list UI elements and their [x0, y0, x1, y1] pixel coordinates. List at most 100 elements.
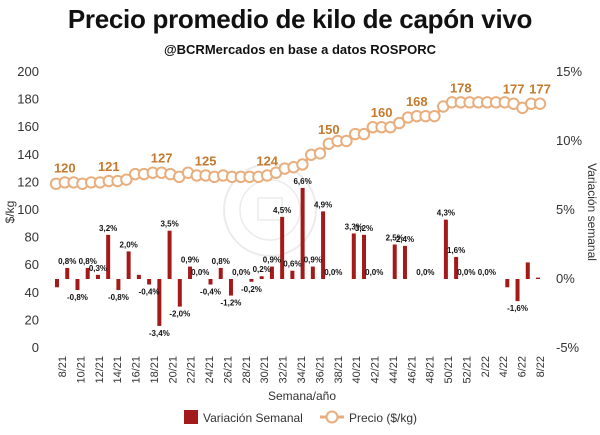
y-axis-left-label: $/kg: [3, 201, 17, 224]
x-tick-label: 4/22: [498, 356, 510, 377]
x-tick-label: 34/21: [296, 356, 308, 384]
chart-title: Precio promedio de kilo de capón vivo: [67, 4, 533, 34]
bar-variacion: [218, 267, 223, 279]
bar-variacion: [536, 277, 540, 279]
y-left-tick-label: 60: [25, 257, 39, 272]
x-axis-label: Semana/año: [268, 389, 336, 403]
bar-variacion: [167, 230, 172, 279]
x-tick-label: 36/21: [314, 356, 326, 384]
bar-data-label: 0,2%: [253, 265, 271, 274]
bar-data-label: 0,0%: [457, 268, 475, 277]
bar-variacion: [177, 279, 182, 307]
bar-data-label: 4,5%: [273, 206, 291, 215]
bar-variacion: [290, 270, 295, 279]
legend-label-precio: Precio ($/kg): [349, 411, 417, 425]
bar-variacion: [147, 279, 152, 285]
y-left-tick-label: 120: [17, 174, 39, 189]
y-right-tick-label: 10%: [556, 133, 582, 148]
price-point: [313, 147, 327, 160]
x-tick-label: 32/21: [278, 356, 290, 384]
bar-data-label: 0,0%: [324, 268, 342, 277]
x-tick-label: 16/21: [131, 356, 143, 384]
price-data-label: 127: [151, 151, 173, 166]
price-point: [393, 116, 406, 130]
bar-data-label: 0,0%: [478, 268, 496, 277]
bar-variacion: [443, 219, 448, 279]
price-point: [340, 134, 353, 148]
price-data-label: 177: [529, 82, 551, 97]
price-point: [533, 97, 547, 110]
bar-data-label: -2,0%: [169, 310, 190, 319]
bar-data-label: 3,5%: [160, 220, 178, 229]
x-tick-label: 40/21: [351, 356, 363, 384]
bar-data-label: 3,2%: [99, 224, 117, 233]
bar-data-label: 0,8%: [58, 257, 76, 266]
bar-variacion: [136, 274, 141, 279]
bar-data-label: -0,4%: [139, 288, 160, 297]
bar-variacion: [157, 279, 162, 326]
y-left-tick-label: 180: [17, 92, 39, 107]
price-point: [428, 109, 441, 123]
bar-data-label: 2,0%: [120, 240, 138, 249]
bar-data-label: 0,8%: [79, 257, 97, 266]
x-tick-label: 10/21: [75, 356, 87, 384]
bar-variacion: [310, 266, 315, 279]
x-tick-label: 46/21: [406, 356, 418, 384]
bar-data-label: 0,6%: [283, 260, 301, 269]
bar-variacion: [515, 279, 520, 302]
bar-variacion: [269, 266, 274, 279]
bar-variacion: [75, 279, 80, 291]
bar-variacion: [392, 244, 397, 279]
y-left-tick-label: 0: [32, 340, 39, 355]
y-right-tick-label: -5%: [556, 340, 580, 355]
x-tick-label: 52/21: [461, 356, 473, 384]
x-tick-label: 48/21: [425, 356, 437, 384]
bar-variacion: [65, 267, 70, 279]
x-tick-label: 6/22: [517, 356, 529, 377]
x-tick-label: 12/21: [94, 356, 106, 384]
bar-variacion: [362, 234, 367, 279]
bar-variacion: [402, 245, 407, 279]
price-point: [357, 127, 371, 141]
chart-subtitle: @BCRMercados en base a datos ROSPORC: [163, 42, 437, 57]
bar-data-label: -1,6%: [507, 304, 528, 313]
x-tick-label: 26/21: [222, 356, 234, 384]
bar-variacion: [351, 233, 356, 279]
bar-data-label: -0,8%: [108, 293, 129, 302]
bar-variacion: [95, 274, 100, 279]
y-right-tick-label: 5%: [556, 202, 575, 217]
x-tick-label: 20/21: [167, 356, 179, 384]
bar-variacion: [525, 262, 530, 279]
legend-marker-variacion: [184, 410, 198, 424]
bar-data-label: 3,2%: [355, 224, 373, 233]
bar-variacion: [454, 256, 459, 279]
bar-variacion: [85, 267, 90, 279]
bar-variacion: [321, 211, 326, 279]
bar-data-label: 0,3%: [89, 264, 107, 273]
y-left-tick-label: 20: [25, 312, 39, 327]
price-data-label: 178: [450, 80, 472, 95]
bar-variacion: [188, 266, 193, 279]
price-data-label: 160: [371, 105, 393, 120]
y-right-tick-label: 0%: [556, 271, 575, 286]
bar-data-label: 0,0%: [365, 268, 383, 277]
bar-data-label: 0,0%: [232, 268, 250, 277]
x-tick-label: 24/21: [204, 356, 216, 384]
y-right-tick-label: 15%: [556, 64, 582, 79]
legend-marker-precio-circle: [325, 410, 339, 424]
bar-variacion: [228, 279, 233, 296]
x-tick-label: 8/22: [535, 356, 547, 377]
x-tick-label: 8/21: [57, 356, 69, 377]
x-tick-label: 50/21: [443, 356, 455, 384]
price-data-label: 121: [98, 159, 120, 174]
bar-data-label: -3,4%: [149, 329, 170, 338]
y-left-tick-label: 140: [17, 147, 39, 162]
bar-variacion: [116, 279, 121, 291]
bar-variacion: [249, 279, 254, 282]
bar-data-label: 3,3%: [345, 222, 363, 231]
x-tick-label: 2/22: [480, 356, 492, 377]
bar-variacion: [126, 251, 131, 279]
bar-data-label: 0,9%: [181, 256, 199, 265]
